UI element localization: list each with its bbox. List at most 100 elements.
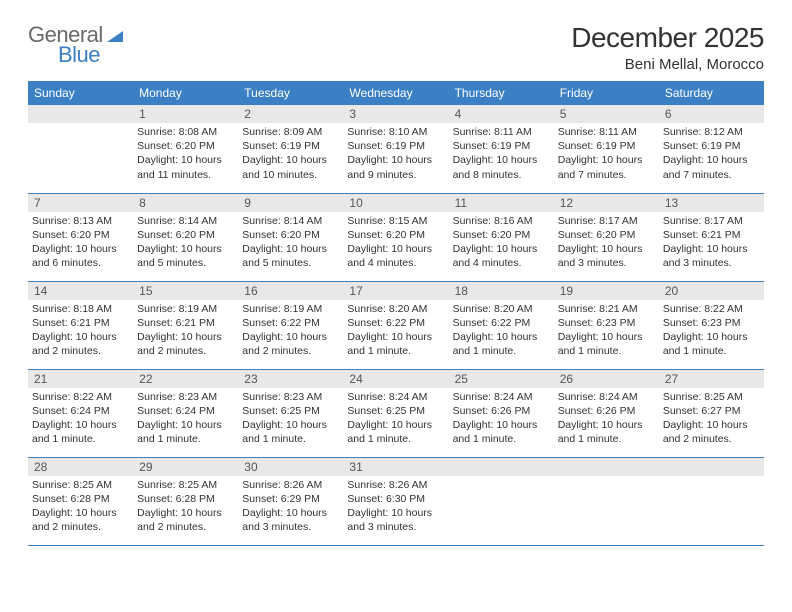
- day-number: [554, 458, 659, 476]
- calendar-cell: 28Sunrise: 8:25 AMSunset: 6:28 PMDayligh…: [28, 457, 133, 545]
- month-title: December 2025: [571, 22, 764, 54]
- sunset-text: Sunset: 6:23 PM: [663, 316, 760, 330]
- sunset-text: Sunset: 6:19 PM: [347, 139, 444, 153]
- sunrise-text: Sunrise: 8:12 AM: [663, 125, 760, 139]
- day-header: Wednesday: [343, 81, 448, 105]
- calendar-cell: 20Sunrise: 8:22 AMSunset: 6:23 PMDayligh…: [659, 281, 764, 369]
- sunset-text: Sunset: 6:27 PM: [663, 404, 760, 418]
- day-header-row: Sunday Monday Tuesday Wednesday Thursday…: [28, 81, 764, 105]
- sunset-text: Sunset: 6:19 PM: [663, 139, 760, 153]
- sunrise-text: Sunrise: 8:10 AM: [347, 125, 444, 139]
- sunrise-text: Sunrise: 8:11 AM: [558, 125, 655, 139]
- sunset-text: Sunset: 6:20 PM: [242, 228, 339, 242]
- day-details: Sunrise: 8:19 AMSunset: 6:21 PMDaylight:…: [133, 300, 238, 363]
- calendar-cell: 6Sunrise: 8:12 AMSunset: 6:19 PMDaylight…: [659, 105, 764, 193]
- sunrise-text: Sunrise: 8:17 AM: [558, 214, 655, 228]
- calendar-row: 7Sunrise: 8:13 AMSunset: 6:20 PMDaylight…: [28, 193, 764, 281]
- page: General Blue December 2025 Beni Mellal, …: [0, 0, 792, 546]
- day-header: Thursday: [449, 81, 554, 105]
- calendar-cell: 21Sunrise: 8:22 AMSunset: 6:24 PMDayligh…: [28, 369, 133, 457]
- day-number: 8: [133, 194, 238, 212]
- daylight-text: Daylight: 10 hours and 4 minutes.: [347, 242, 444, 270]
- day-details: Sunrise: 8:15 AMSunset: 6:20 PMDaylight:…: [343, 212, 448, 275]
- calendar-cell: 15Sunrise: 8:19 AMSunset: 6:21 PMDayligh…: [133, 281, 238, 369]
- day-number: 9: [238, 194, 343, 212]
- sunset-text: Sunset: 6:21 PM: [137, 316, 234, 330]
- day-details: Sunrise: 8:25 AMSunset: 6:28 PMDaylight:…: [28, 476, 133, 539]
- calendar-cell: 17Sunrise: 8:20 AMSunset: 6:22 PMDayligh…: [343, 281, 448, 369]
- daylight-text: Daylight: 10 hours and 1 minute.: [558, 330, 655, 358]
- day-details: Sunrise: 8:14 AMSunset: 6:20 PMDaylight:…: [238, 212, 343, 275]
- calendar-row: 21Sunrise: 8:22 AMSunset: 6:24 PMDayligh…: [28, 369, 764, 457]
- sunset-text: Sunset: 6:19 PM: [453, 139, 550, 153]
- sunrise-text: Sunrise: 8:26 AM: [242, 478, 339, 492]
- day-details: Sunrise: 8:20 AMSunset: 6:22 PMDaylight:…: [343, 300, 448, 363]
- calendar-cell: [449, 457, 554, 545]
- sunset-text: Sunset: 6:26 PM: [558, 404, 655, 418]
- day-number: 29: [133, 458, 238, 476]
- day-details: Sunrise: 8:13 AMSunset: 6:20 PMDaylight:…: [28, 212, 133, 275]
- calendar-cell: 12Sunrise: 8:17 AMSunset: 6:20 PMDayligh…: [554, 193, 659, 281]
- sunset-text: Sunset: 6:25 PM: [347, 404, 444, 418]
- sunset-text: Sunset: 6:21 PM: [663, 228, 760, 242]
- daylight-text: Daylight: 10 hours and 1 minute.: [347, 330, 444, 358]
- day-details: Sunrise: 8:09 AMSunset: 6:19 PMDaylight:…: [238, 123, 343, 186]
- day-details: Sunrise: 8:24 AMSunset: 6:26 PMDaylight:…: [449, 388, 554, 451]
- calendar-cell: 29Sunrise: 8:25 AMSunset: 6:28 PMDayligh…: [133, 457, 238, 545]
- day-number: 18: [449, 282, 554, 300]
- day-number: 17: [343, 282, 448, 300]
- day-details: Sunrise: 8:22 AMSunset: 6:23 PMDaylight:…: [659, 300, 764, 363]
- day-details: Sunrise: 8:14 AMSunset: 6:20 PMDaylight:…: [133, 212, 238, 275]
- day-number: 11: [449, 194, 554, 212]
- sunset-text: Sunset: 6:20 PM: [453, 228, 550, 242]
- calendar-cell: 14Sunrise: 8:18 AMSunset: 6:21 PMDayligh…: [28, 281, 133, 369]
- day-details: Sunrise: 8:25 AMSunset: 6:27 PMDaylight:…: [659, 388, 764, 451]
- sunset-text: Sunset: 6:23 PM: [558, 316, 655, 330]
- day-details: Sunrise: 8:17 AMSunset: 6:21 PMDaylight:…: [659, 212, 764, 275]
- day-number: 31: [343, 458, 448, 476]
- calendar-cell: 25Sunrise: 8:24 AMSunset: 6:26 PMDayligh…: [449, 369, 554, 457]
- sunrise-text: Sunrise: 8:22 AM: [32, 390, 129, 404]
- calendar-cell: 13Sunrise: 8:17 AMSunset: 6:21 PMDayligh…: [659, 193, 764, 281]
- day-details: Sunrise: 8:25 AMSunset: 6:28 PMDaylight:…: [133, 476, 238, 539]
- daylight-text: Daylight: 10 hours and 10 minutes.: [242, 153, 339, 181]
- daylight-text: Daylight: 10 hours and 9 minutes.: [347, 153, 444, 181]
- sunset-text: Sunset: 6:19 PM: [558, 139, 655, 153]
- sunrise-text: Sunrise: 8:23 AM: [137, 390, 234, 404]
- day-header: Tuesday: [238, 81, 343, 105]
- sunrise-text: Sunrise: 8:15 AM: [347, 214, 444, 228]
- calendar-cell: 27Sunrise: 8:25 AMSunset: 6:27 PMDayligh…: [659, 369, 764, 457]
- sunrise-text: Sunrise: 8:23 AM: [242, 390, 339, 404]
- day-number: 27: [659, 370, 764, 388]
- day-number: 30: [238, 458, 343, 476]
- sunrise-text: Sunrise: 8:25 AM: [663, 390, 760, 404]
- daylight-text: Daylight: 10 hours and 7 minutes.: [663, 153, 760, 181]
- day-number: 4: [449, 105, 554, 123]
- sunset-text: Sunset: 6:20 PM: [137, 228, 234, 242]
- sunrise-text: Sunrise: 8:24 AM: [347, 390, 444, 404]
- daylight-text: Daylight: 10 hours and 7 minutes.: [558, 153, 655, 181]
- day-details: Sunrise: 8:26 AMSunset: 6:30 PMDaylight:…: [343, 476, 448, 539]
- day-number: 20: [659, 282, 764, 300]
- day-details: Sunrise: 8:22 AMSunset: 6:24 PMDaylight:…: [28, 388, 133, 451]
- calendar-cell: 8Sunrise: 8:14 AMSunset: 6:20 PMDaylight…: [133, 193, 238, 281]
- sunrise-text: Sunrise: 8:26 AM: [347, 478, 444, 492]
- day-details: Sunrise: 8:11 AMSunset: 6:19 PMDaylight:…: [554, 123, 659, 186]
- day-number: 16: [238, 282, 343, 300]
- sunset-text: Sunset: 6:30 PM: [347, 492, 444, 506]
- daylight-text: Daylight: 10 hours and 4 minutes.: [453, 242, 550, 270]
- daylight-text: Daylight: 10 hours and 8 minutes.: [453, 153, 550, 181]
- daylight-text: Daylight: 10 hours and 11 minutes.: [137, 153, 234, 181]
- calendar-cell: 11Sunrise: 8:16 AMSunset: 6:20 PMDayligh…: [449, 193, 554, 281]
- day-details: Sunrise: 8:23 AMSunset: 6:24 PMDaylight:…: [133, 388, 238, 451]
- sunset-text: Sunset: 6:29 PM: [242, 492, 339, 506]
- daylight-text: Daylight: 10 hours and 1 minute.: [32, 418, 129, 446]
- day-details: Sunrise: 8:11 AMSunset: 6:19 PMDaylight:…: [449, 123, 554, 186]
- sunrise-text: Sunrise: 8:13 AM: [32, 214, 129, 228]
- sunrise-text: Sunrise: 8:17 AM: [663, 214, 760, 228]
- day-details: Sunrise: 8:18 AMSunset: 6:21 PMDaylight:…: [28, 300, 133, 363]
- sunset-text: Sunset: 6:22 PM: [242, 316, 339, 330]
- sunset-text: Sunset: 6:28 PM: [32, 492, 129, 506]
- day-number: 19: [554, 282, 659, 300]
- day-details: Sunrise: 8:26 AMSunset: 6:29 PMDaylight:…: [238, 476, 343, 539]
